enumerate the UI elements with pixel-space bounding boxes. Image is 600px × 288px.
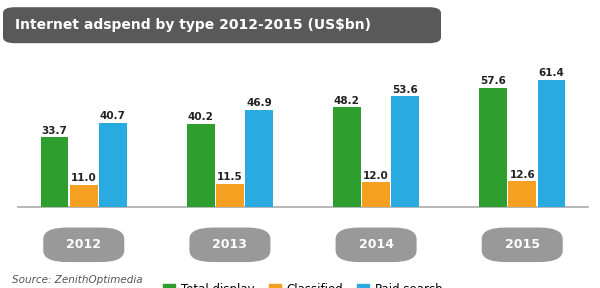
Text: 2013: 2013: [212, 238, 247, 251]
Text: 53.6: 53.6: [392, 85, 418, 94]
Text: 2015: 2015: [505, 238, 540, 251]
Text: 11.0: 11.0: [71, 173, 97, 183]
Text: 11.5: 11.5: [217, 172, 243, 182]
Text: 33.7: 33.7: [41, 126, 67, 136]
Bar: [538, 80, 565, 207]
Legend: Total display, Classified, Paid search: Total display, Classified, Paid search: [158, 278, 448, 288]
Bar: [70, 185, 98, 207]
Text: 40.2: 40.2: [188, 112, 214, 122]
Text: Source: ZenithOptimedia: Source: ZenithOptimedia: [12, 275, 143, 285]
Bar: [245, 110, 273, 207]
Bar: [333, 107, 361, 207]
Bar: [187, 124, 215, 207]
Bar: [391, 96, 419, 207]
Bar: [479, 88, 507, 207]
Text: 57.6: 57.6: [480, 76, 506, 86]
Text: 61.4: 61.4: [539, 68, 565, 78]
Bar: [362, 183, 390, 207]
Text: 2014: 2014: [359, 238, 394, 251]
Text: 40.7: 40.7: [100, 111, 126, 121]
Text: 48.2: 48.2: [334, 96, 360, 106]
Bar: [508, 181, 536, 207]
Text: Internet adspend by type 2012-2015 (US$bn): Internet adspend by type 2012-2015 (US$b…: [15, 18, 371, 32]
Text: 2012: 2012: [66, 238, 101, 251]
Bar: [216, 183, 244, 207]
Text: 12.0: 12.0: [363, 171, 389, 181]
Text: 46.9: 46.9: [246, 98, 272, 109]
Bar: [41, 137, 68, 207]
Text: 12.6: 12.6: [509, 170, 535, 180]
Bar: [99, 123, 127, 207]
